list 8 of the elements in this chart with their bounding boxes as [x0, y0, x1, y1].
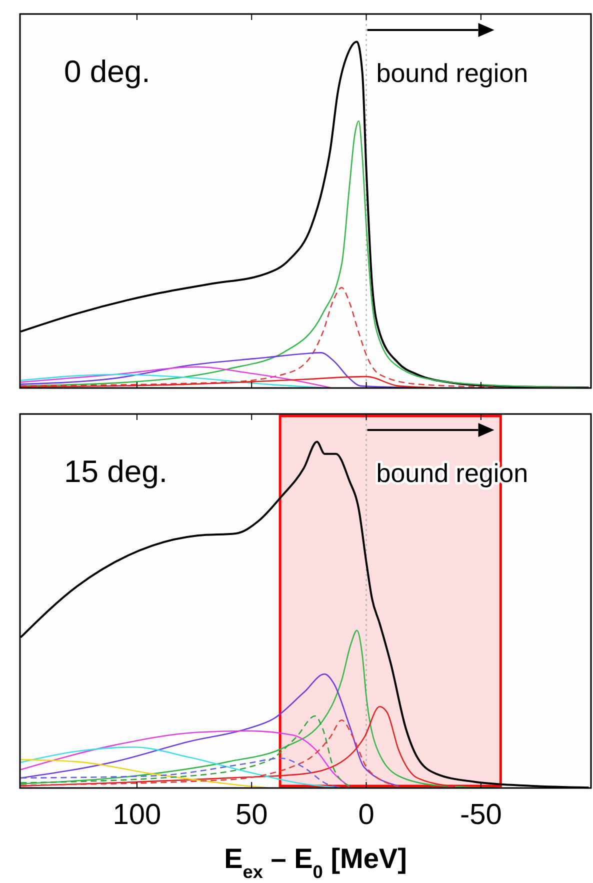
x-tick-label: 0 — [358, 799, 374, 831]
x-tick-label: -50 — [460, 799, 502, 831]
annotation: 0 deg. — [64, 54, 150, 89]
annotation: 15 deg. — [64, 454, 168, 489]
x-axis-title: E$_{ex}$ – E$_{0}$ [MeV] — [224, 843, 407, 882]
x-tick-label: 50 — [235, 799, 268, 831]
annotation: bound region — [376, 58, 528, 88]
x-tick-label: 100 — [112, 799, 162, 831]
